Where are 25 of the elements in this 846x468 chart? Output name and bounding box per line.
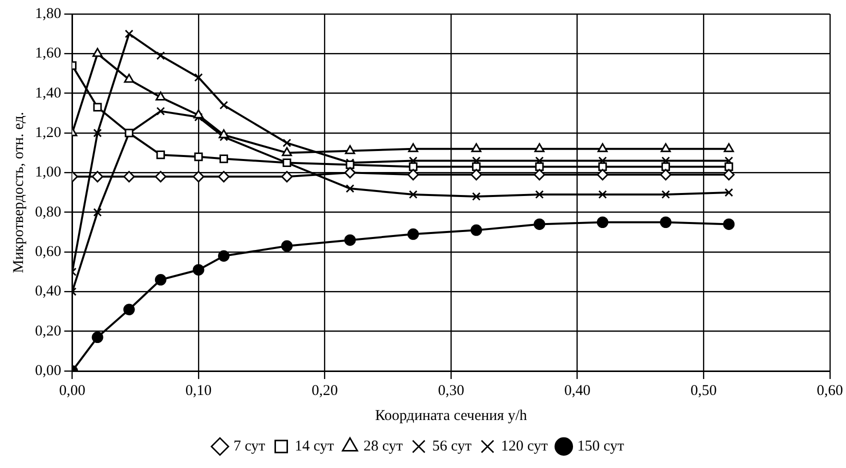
y-tick-label: 0,80 xyxy=(35,204,62,220)
y-tick-label: 0,20 xyxy=(35,323,62,340)
legend-label: 7 сут xyxy=(233,438,266,454)
x-tick-label: 0,00 xyxy=(59,382,86,399)
x-tick-label: 0,20 xyxy=(312,382,338,399)
y-axis-title: Микротвердость, отн. ед. xyxy=(10,112,27,274)
y-tick-label: 1,80 xyxy=(35,6,62,22)
legend-label: 56 сут xyxy=(432,438,472,454)
x-axis-title: Координата сечения y/h xyxy=(375,408,528,424)
y-tick-label: 1,60 xyxy=(35,46,62,62)
x-tick-label: 0,30 xyxy=(438,382,464,399)
y-tick-label: 1,40 xyxy=(35,85,62,102)
x-tick-label: 0,50 xyxy=(690,382,717,399)
y-tick-label: 0,40 xyxy=(35,284,62,300)
y-tick-label: 1,20 xyxy=(35,124,62,141)
x-tick-label: 0,10 xyxy=(185,382,212,399)
y-tick-label: 1,00 xyxy=(35,164,62,181)
y-tick-label: 0,60 xyxy=(35,244,62,260)
legend-label: 120 сут xyxy=(501,438,548,454)
y-tick-label: 0,00 xyxy=(35,362,62,379)
x-tick-label: 0,40 xyxy=(564,382,590,399)
legend-label: 14 сут xyxy=(294,438,334,454)
x-tick-label: 0,60 xyxy=(816,382,843,399)
legend-label: 150 сут xyxy=(577,438,624,454)
legend-label: 28 сут xyxy=(363,438,404,454)
